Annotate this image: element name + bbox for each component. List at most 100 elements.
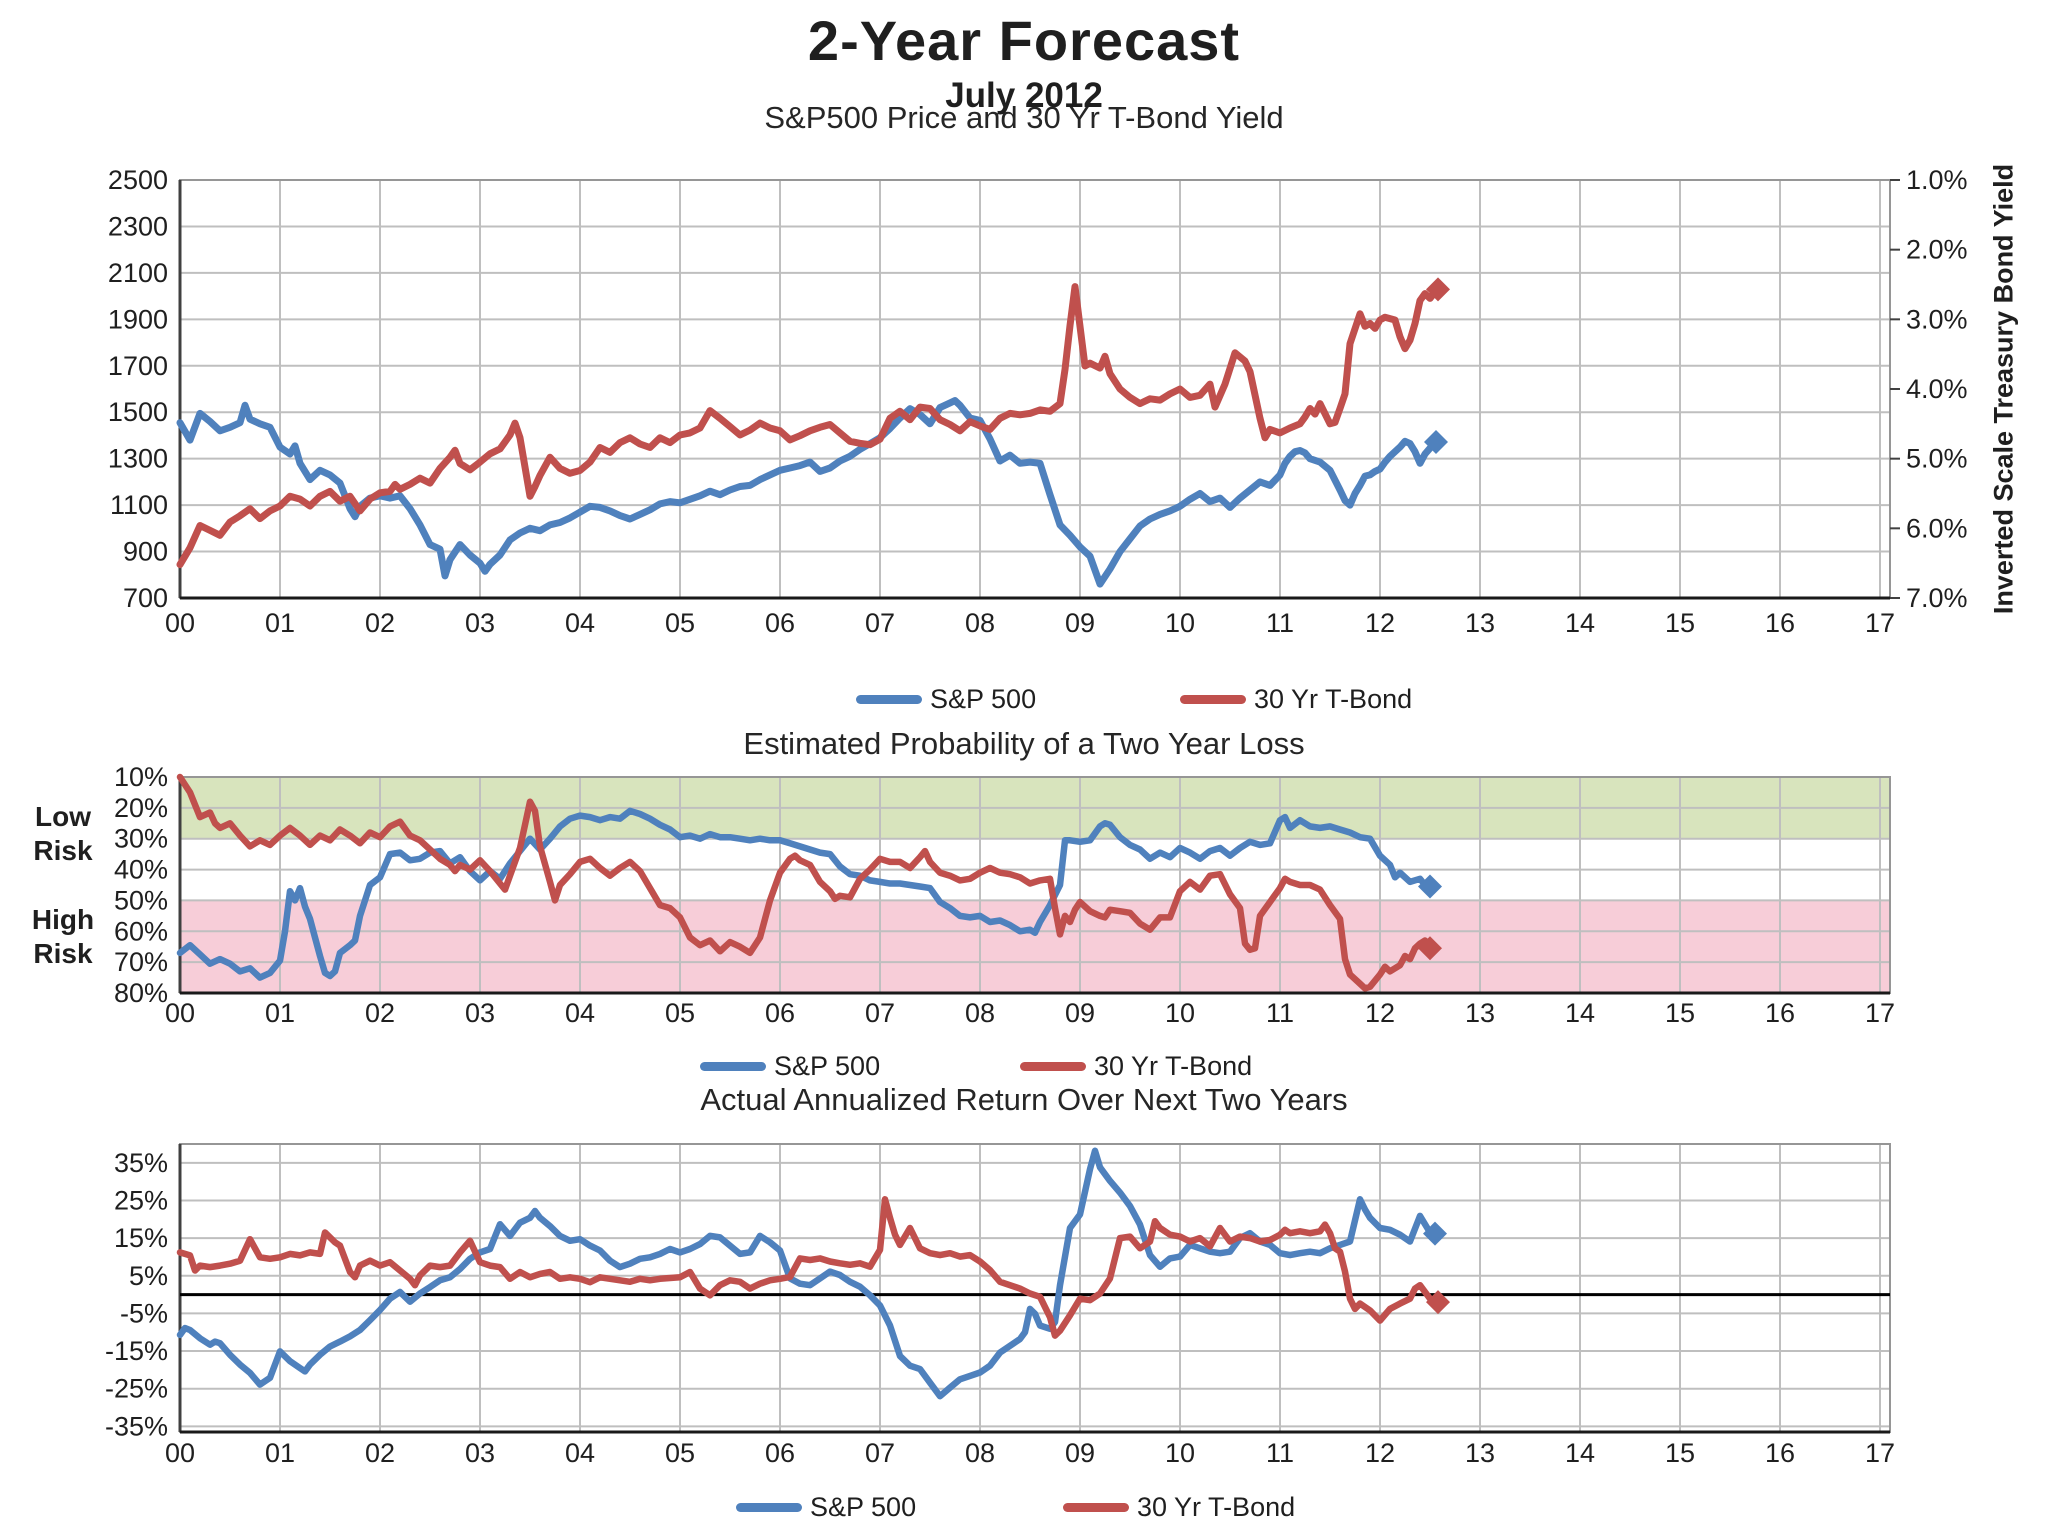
chart1-x-tick: 14 (1565, 608, 1595, 638)
sp500-legend-label: S&P 500 (810, 1492, 917, 1522)
chart2-x-tick: 07 (865, 998, 895, 1028)
chart3-y-tick: -25% (105, 1374, 168, 1404)
chart3-x-tick: 10 (1165, 1438, 1195, 1468)
right-axis-tick-label: 3.0% (1906, 304, 1968, 334)
chart1-y-tick: 1700 (108, 351, 168, 381)
right-axis-tick-label: 2.0% (1906, 235, 1968, 265)
chart2-y-tick: 70% (114, 947, 168, 977)
chart2-legend-sp500: S&P 500 (700, 1051, 880, 1082)
chart2-x-tick: 15 (1665, 998, 1695, 1028)
chart3-x-tick: 06 (765, 1438, 795, 1468)
chart1-y-tick: 1300 (108, 444, 168, 474)
tbond-legend-label: 30 Yr T-Bond (1137, 1492, 1296, 1522)
chart1-x-tick: 12 (1365, 608, 1395, 638)
chart1-x-tick: 15 (1665, 608, 1695, 638)
chart3-x-tick: 13 (1465, 1438, 1495, 1468)
sp500-legend-swatch (856, 695, 922, 704)
chart3-tbond-line (176, 1196, 1434, 1339)
right-axis-tick-label: 6.0% (1906, 513, 1968, 543)
page-title: 2-Year Forecast (807, 9, 1241, 72)
chart1-y-tick: 900 (123, 537, 168, 567)
chart3-x-tick: 14 (1565, 1438, 1595, 1468)
chart1-x-tick: 01 (265, 608, 295, 638)
chart2-x-tick: 05 (665, 998, 695, 1028)
chart1-x-tick: 05 (665, 608, 695, 638)
chart2-x-tick: 03 (465, 998, 495, 1028)
high-risk-line2: Risk (33, 938, 93, 969)
chart3-y-tick: 25% (114, 1185, 168, 1215)
chart3-title: Actual Annualized Return Over Next Two Y… (700, 1082, 1348, 1117)
chart1-x-tick: 10 (1165, 608, 1195, 638)
tbond-legend-swatch (1020, 1062, 1086, 1071)
page-subtitle: July 2012 (945, 76, 1103, 115)
chart1-y-tick: 2500 (108, 165, 168, 195)
chart3-y-tick: -35% (105, 1411, 168, 1441)
chart1-y-tick: 2100 (108, 258, 168, 288)
chart3-x-tick: 07 (865, 1438, 895, 1468)
chart1-x-tick: 13 (1465, 608, 1495, 638)
chart3-y-tick: -15% (105, 1336, 168, 1366)
chart2-x-tick: 02 (365, 998, 395, 1028)
chart2-x-tick: 09 (1065, 998, 1095, 1028)
chart2-tbond-line (176, 773, 1429, 992)
chart1-tbond-end-marker (1426, 277, 1450, 302)
chart1-legend-sp500: S&P 500 (856, 684, 1036, 715)
chart2-y-tick: 30% (114, 824, 168, 854)
high-risk-line1: High (31, 904, 95, 935)
right-axis-tick-label: 7.0% (1906, 583, 1968, 613)
chart2-sp500-end-marker (1418, 874, 1442, 899)
chart1-x-tick: 09 (1065, 608, 1095, 638)
chart2-x-tick: 17 (1865, 998, 1895, 1028)
high-risk-label: High Risk (18, 903, 108, 971)
chart3-x-tick: 02 (365, 1438, 395, 1468)
chart3-x-tick: 05 (665, 1438, 695, 1468)
chart3-y-tick: 5% (129, 1261, 168, 1291)
chart1-y-tick: 1500 (108, 397, 168, 427)
chart2-y-tick: 10% (114, 762, 168, 792)
chart2-y-tick: 40% (114, 855, 168, 885)
chart2-y-tick: 20% (114, 793, 168, 823)
chart3-y-tick: 35% (114, 1148, 168, 1178)
chart1-x-tick: 08 (965, 608, 995, 638)
sp500-legend-label: S&P 500 (930, 684, 1037, 714)
chart2-x-tick: 10 (1165, 998, 1195, 1028)
chart1-x-tick: 17 (1865, 608, 1895, 638)
chart2-y-tick: 80% (114, 978, 168, 1008)
right-axis-tick-label: 1.0% (1906, 165, 1968, 195)
chart3-x-tick: 03 (465, 1438, 495, 1468)
chart2-x-tick: 08 (965, 998, 995, 1028)
chart3-y-tick: 15% (114, 1223, 168, 1253)
chart1-x-tick: 03 (465, 608, 495, 638)
chart2-x-tick: 11 (1266, 998, 1294, 1028)
chart1-x-tick: 00 (165, 608, 195, 638)
tbond-legend-label: 30 Yr T-Bond (1254, 684, 1413, 714)
chart2-band-1 (180, 900, 1890, 993)
chart3-legend-tbond: 30 Yr T-Bond (1063, 1492, 1295, 1523)
chart1-x-tick: 11 (1266, 608, 1294, 638)
chart2-x-tick: 06 (765, 998, 795, 1028)
chart3-sp500-line (176, 1147, 1434, 1400)
sp500-legend-swatch (700, 1062, 766, 1071)
sp500-legend-swatch (736, 1503, 802, 1512)
chart3-x-tick: 16 (1765, 1438, 1795, 1468)
chart3-x-tick: 08 (965, 1438, 995, 1468)
chart1-x-tick: 07 (865, 608, 895, 638)
chart2-tbond-end-marker (1418, 936, 1442, 961)
chart1-y-tick: 2300 (108, 211, 168, 241)
chart3-x-tick: 17 (1865, 1438, 1895, 1468)
chart2-y-tick: 50% (114, 885, 168, 915)
chart3-sp500-end-marker (1423, 1221, 1447, 1246)
tbond-legend-swatch (1180, 695, 1246, 704)
chart1-tbond-line (176, 283, 1439, 569)
low-risk-line1: Low (35, 801, 91, 832)
chart2-x-tick: 12 (1365, 998, 1395, 1028)
chart2-y-tick: 60% (114, 916, 168, 946)
chart2-legend-tbond: 30 Yr T-Bond (1020, 1051, 1252, 1082)
chart2-x-tick: 04 (565, 998, 595, 1028)
chart2-sp500-line (176, 807, 1429, 981)
chart1-x-tick: 04 (565, 608, 595, 638)
chart3-x-tick: 09 (1065, 1438, 1095, 1468)
chart1-x-tick: 16 (1765, 608, 1795, 638)
tbond-legend-label: 30 Yr T-Bond (1094, 1051, 1253, 1081)
